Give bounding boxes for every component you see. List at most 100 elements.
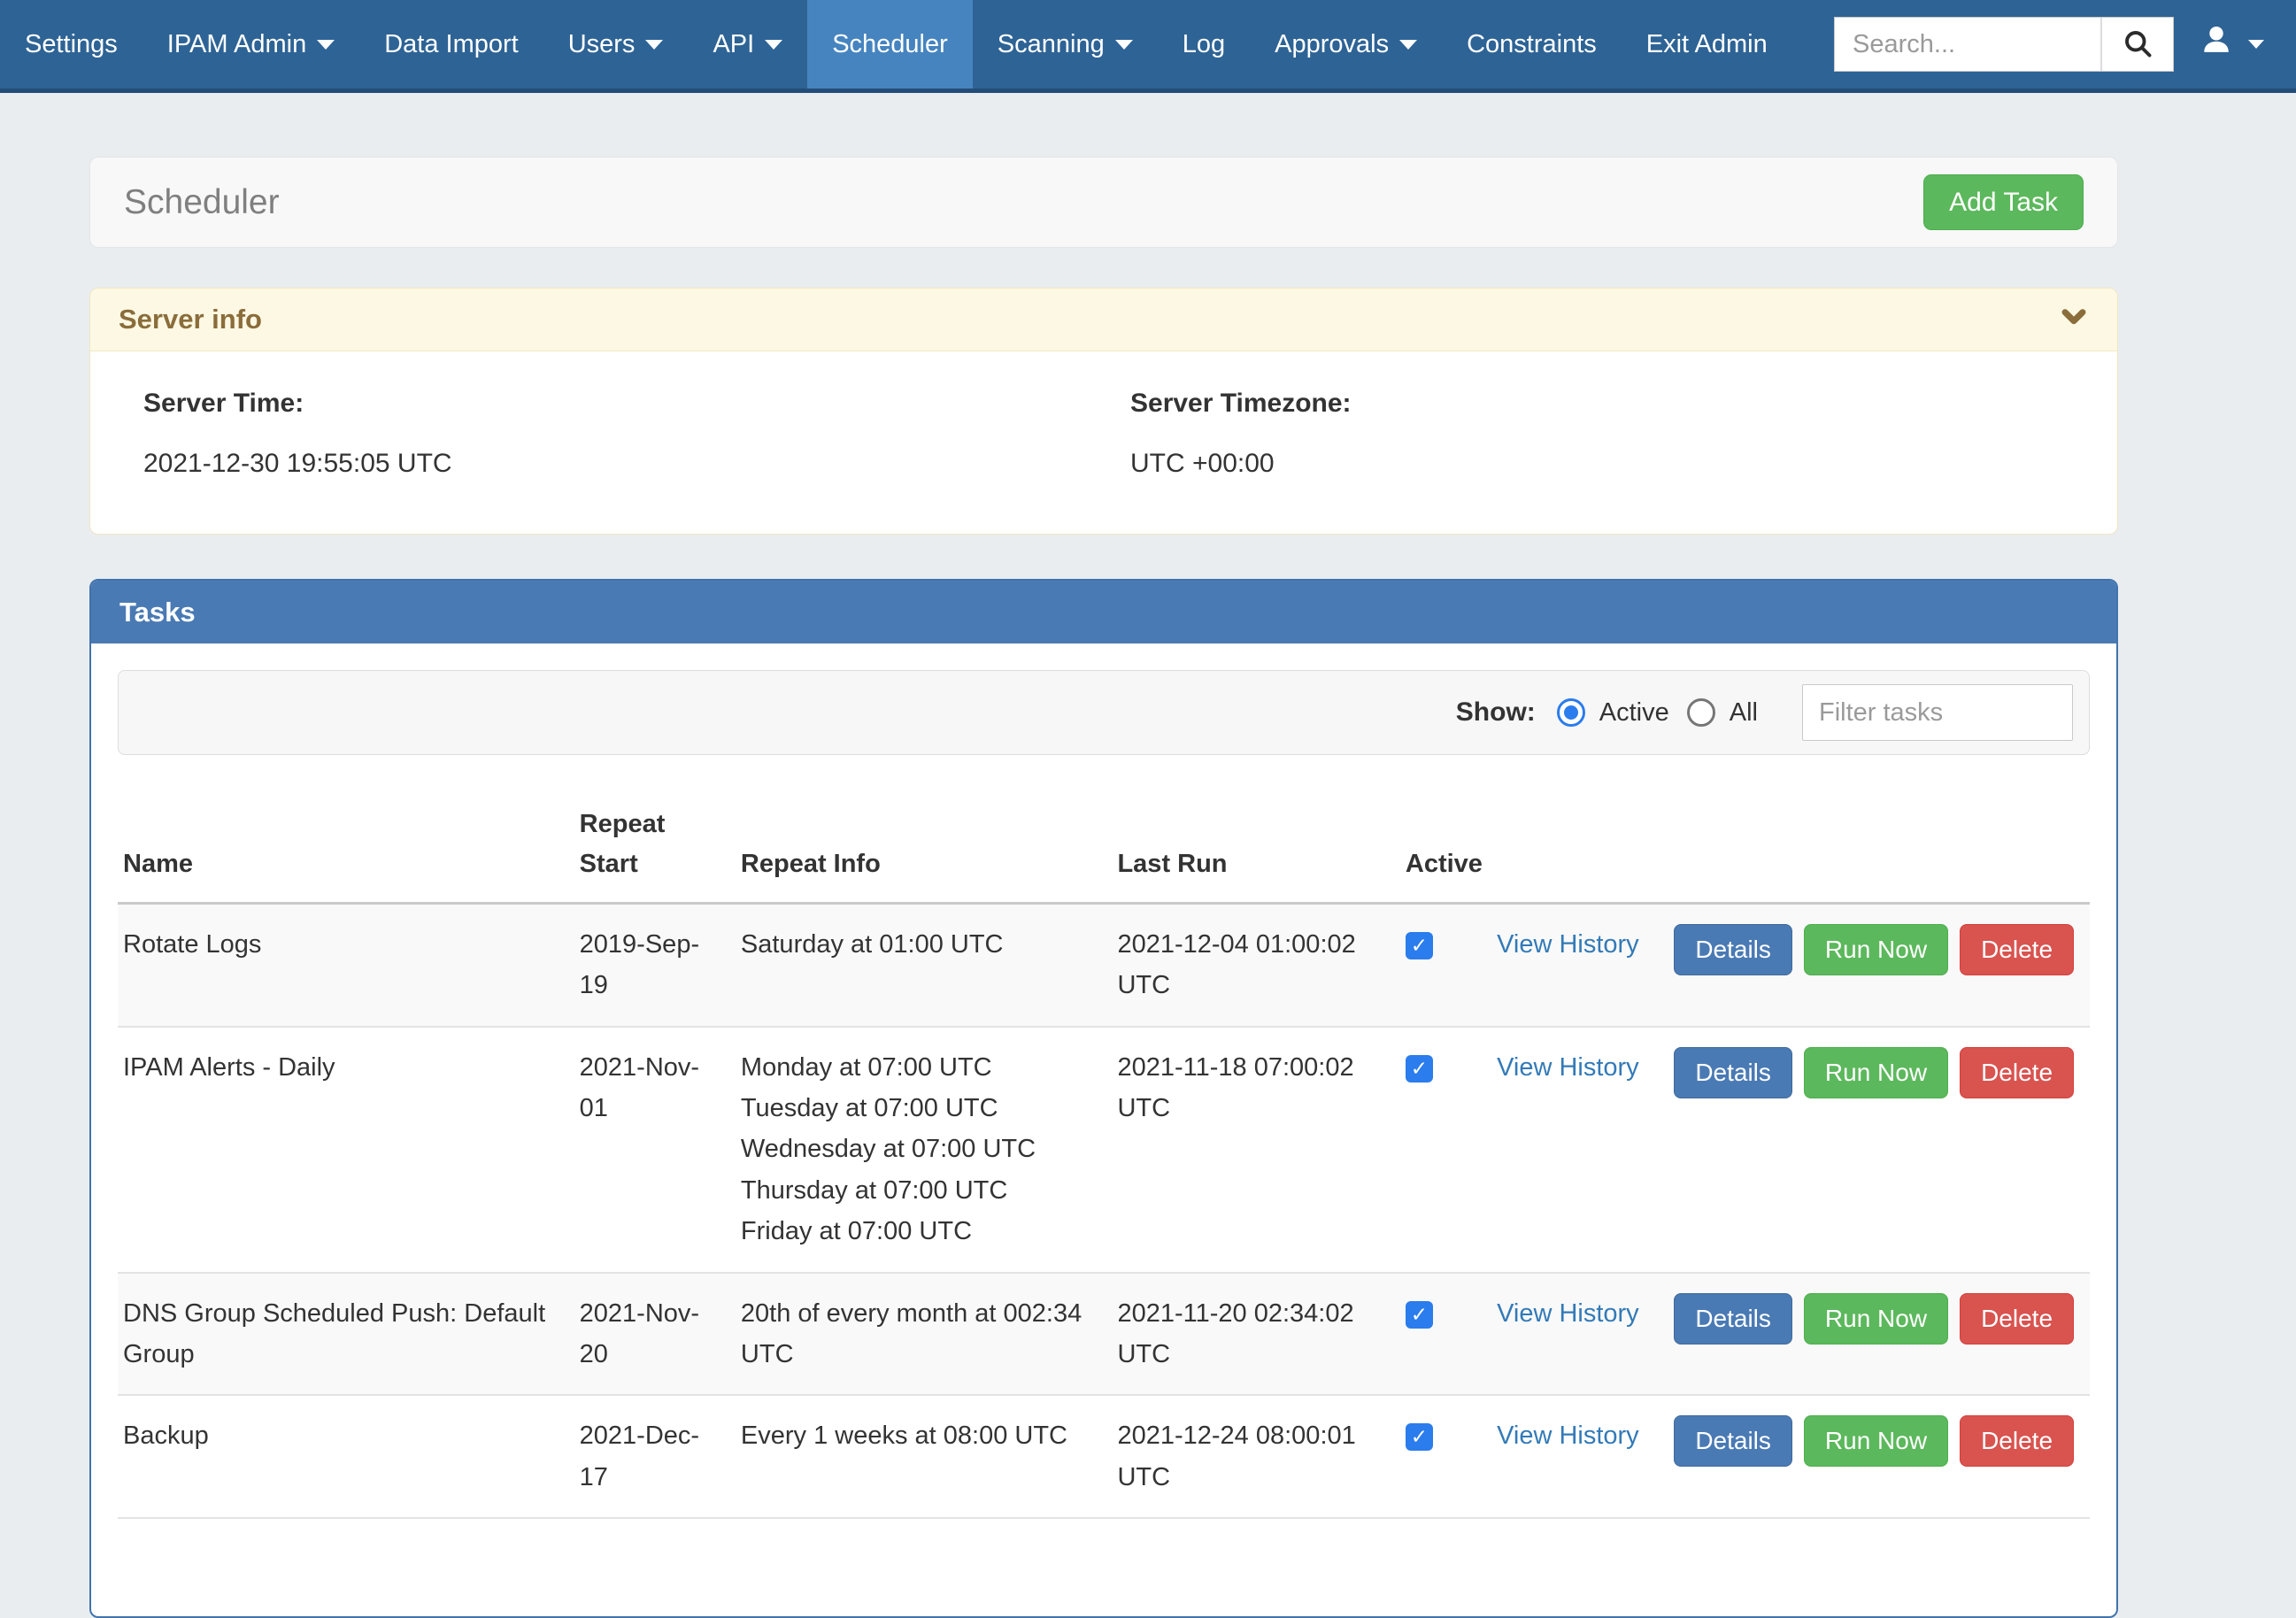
nav-items: Settings IPAM Admin Data Import Users AP… xyxy=(0,0,1792,89)
row-actions: Details Run Now Delete xyxy=(1674,1046,2081,1098)
tasks-table-header-row: Name Repeat Start Repeat Info Last Run A… xyxy=(118,792,2090,904)
table-row: IPAM Alerts - Daily 2021-Nov-01 Monday a… xyxy=(118,1027,2090,1273)
chevron-down-icon xyxy=(1399,39,1418,50)
server-info-panel: Server info Server Time: 2021-12-30 19:5… xyxy=(89,288,2118,535)
nav-item-scanning[interactable]: Scanning xyxy=(973,0,1158,89)
radio-active-control[interactable] xyxy=(1556,698,1585,727)
nav-item-ipam-admin[interactable]: IPAM Admin xyxy=(143,0,359,89)
run-now-button[interactable]: Run Now xyxy=(1803,923,1949,975)
chevron-down-icon[interactable] xyxy=(2059,301,2089,338)
repeat-info-line: Friday at 07:00 UTC xyxy=(740,1217,973,1246)
delete-button[interactable]: Delete xyxy=(1960,923,2075,975)
details-button[interactable]: Details xyxy=(1674,1415,1792,1468)
chevron-down-icon xyxy=(2248,40,2264,49)
radio-active[interactable]: Active xyxy=(1556,697,1669,728)
tasks-panel: Tasks Show: Active All xyxy=(89,579,2118,1618)
chevron-down-icon xyxy=(645,39,664,50)
task-name: DNS Group Scheduled Push: Default Group xyxy=(123,1298,546,1368)
top-navbar: Settings IPAM Admin Data Import Users AP… xyxy=(0,0,2296,93)
run-now-button[interactable]: Run Now xyxy=(1803,1415,1949,1468)
row-actions: Details Run Now Delete xyxy=(1674,1415,2081,1468)
page-title: Scheduler xyxy=(124,182,280,221)
table-row: Backup 2021-Dec-17 Every 1 weeks at 08:0… xyxy=(118,1395,2090,1519)
server-time-label: Server Time: xyxy=(143,389,304,418)
tasks-filter-bar: Show: Active All xyxy=(118,670,2090,755)
nav-item-users[interactable]: Users xyxy=(543,0,689,89)
search-input[interactable] xyxy=(1835,18,2100,71)
col-repeat-info: Repeat Info xyxy=(740,849,881,878)
add-task-button[interactable]: Add Task xyxy=(1923,174,2084,230)
repeat-info-line: Monday at 07:00 UTC xyxy=(740,1052,992,1082)
task-repeat-start: 2021-Dec-17 xyxy=(579,1422,700,1491)
navbar-right xyxy=(1834,0,2296,89)
active-checkbox[interactable]: ✓ xyxy=(1405,1054,1433,1083)
nav-item-constraints[interactable]: Constraints xyxy=(1467,29,1597,58)
view-history-link[interactable]: View History xyxy=(1497,1052,1639,1082)
repeat-info-line: Tuesday at 07:00 UTC xyxy=(740,1094,998,1123)
repeat-info-line: Every 1 weeks at 08:00 UTC xyxy=(740,1422,1068,1451)
nav-item-api[interactable]: API xyxy=(688,0,807,89)
view-history-link[interactable]: View History xyxy=(1497,1298,1639,1328)
details-button[interactable]: Details xyxy=(1674,1292,1792,1344)
nav-item-settings[interactable]: Settings xyxy=(25,29,118,58)
server-info-header[interactable]: Server info xyxy=(90,289,2117,351)
user-menu[interactable] xyxy=(2197,21,2264,67)
delete-button[interactable]: Delete xyxy=(1960,1046,2075,1098)
magnifier-icon xyxy=(2122,27,2153,62)
task-last-run: 2021-12-04 01:00:02 UTC xyxy=(1117,929,1356,1000)
repeat-info-line: Saturday at 01:00 UTC xyxy=(740,929,1004,959)
task-name: Rotate Logs xyxy=(123,929,262,959)
tasks-title: Tasks xyxy=(119,596,196,628)
task-last-run: 2021-11-18 07:00:02 UTC xyxy=(1117,1052,1354,1123)
repeat-info-line: 20th of every month at 002:34 UTC xyxy=(740,1298,1083,1368)
table-row: DNS Group Scheduled Push: Default Group … xyxy=(118,1272,2090,1396)
repeat-info-line: Wednesday at 07:00 UTC xyxy=(740,1135,1036,1164)
col-active: Active xyxy=(1405,849,1483,878)
show-label: Show: xyxy=(1455,697,1536,727)
server-timezone-block: Server Timezone: UTC +00:00 xyxy=(1104,389,2091,479)
nav-item-exit-admin[interactable]: Exit Admin xyxy=(1645,29,1768,58)
search-button[interactable] xyxy=(2100,18,2173,71)
search-group xyxy=(1834,17,2174,72)
task-repeat-start: 2021-Nov-20 xyxy=(579,1298,700,1368)
run-now-button[interactable]: Run Now xyxy=(1803,1046,1949,1098)
view-history-link[interactable]: View History xyxy=(1497,929,1639,959)
page-header-card: Scheduler Add Task xyxy=(89,157,2118,248)
task-last-run: 2021-12-24 08:00:01 UTC xyxy=(1117,1422,1356,1491)
active-checkbox[interactable]: ✓ xyxy=(1405,1300,1433,1329)
row-actions: Details Run Now Delete xyxy=(1674,923,2081,975)
server-timezone-value: UTC +00:00 xyxy=(1130,449,1275,478)
col-name: Name xyxy=(123,849,193,878)
tasks-panel-spacer xyxy=(118,1519,2090,1616)
active-checkbox[interactable]: ✓ xyxy=(1405,1423,1433,1452)
nav-item-approvals[interactable]: Approvals xyxy=(1250,0,1442,89)
server-timezone-label: Server Timezone: xyxy=(1130,389,1352,418)
nav-item-log[interactable]: Log xyxy=(1182,29,1226,58)
filter-tasks-input[interactable] xyxy=(1802,684,2073,741)
server-time-block: Server Time: 2021-12-30 19:55:05 UTC xyxy=(117,389,1104,479)
col-last-run: Last Run xyxy=(1117,849,1228,878)
radio-all[interactable]: All xyxy=(1686,698,1758,728)
person-icon xyxy=(2197,21,2236,67)
task-name: IPAM Alerts - Daily xyxy=(123,1052,335,1082)
delete-button[interactable]: Delete xyxy=(1960,1415,2075,1468)
nav-item-scheduler[interactable]: Scheduler xyxy=(807,0,973,89)
delete-button[interactable]: Delete xyxy=(1960,1292,2075,1344)
nav-item-data-import[interactable]: Data Import xyxy=(384,29,519,58)
task-repeat-info: Every 1 weeks at 08:00 UTC xyxy=(736,1395,1113,1518)
chevron-down-icon xyxy=(765,39,783,50)
task-repeat-start: 2019-Sep-19 xyxy=(579,929,700,1000)
run-now-button[interactable]: Run Now xyxy=(1803,1292,1949,1344)
show-radio-group: Active All xyxy=(1556,697,1758,728)
task-repeat-info: Saturday at 01:00 UTC xyxy=(736,903,1113,1026)
active-checkbox[interactable]: ✓ xyxy=(1405,931,1433,959)
radio-all-control[interactable] xyxy=(1686,698,1715,727)
details-button[interactable]: Details xyxy=(1674,1046,1792,1098)
details-button[interactable]: Details xyxy=(1674,923,1792,975)
radio-active-label: Active xyxy=(1599,697,1669,727)
task-repeat-info: 20th of every month at 002:34 UTC xyxy=(736,1273,1113,1396)
view-history-link[interactable]: View History xyxy=(1497,1422,1639,1451)
chevron-down-icon xyxy=(317,39,335,50)
tasks-panel-header: Tasks xyxy=(91,581,2116,643)
task-name: Backup xyxy=(123,1422,209,1451)
